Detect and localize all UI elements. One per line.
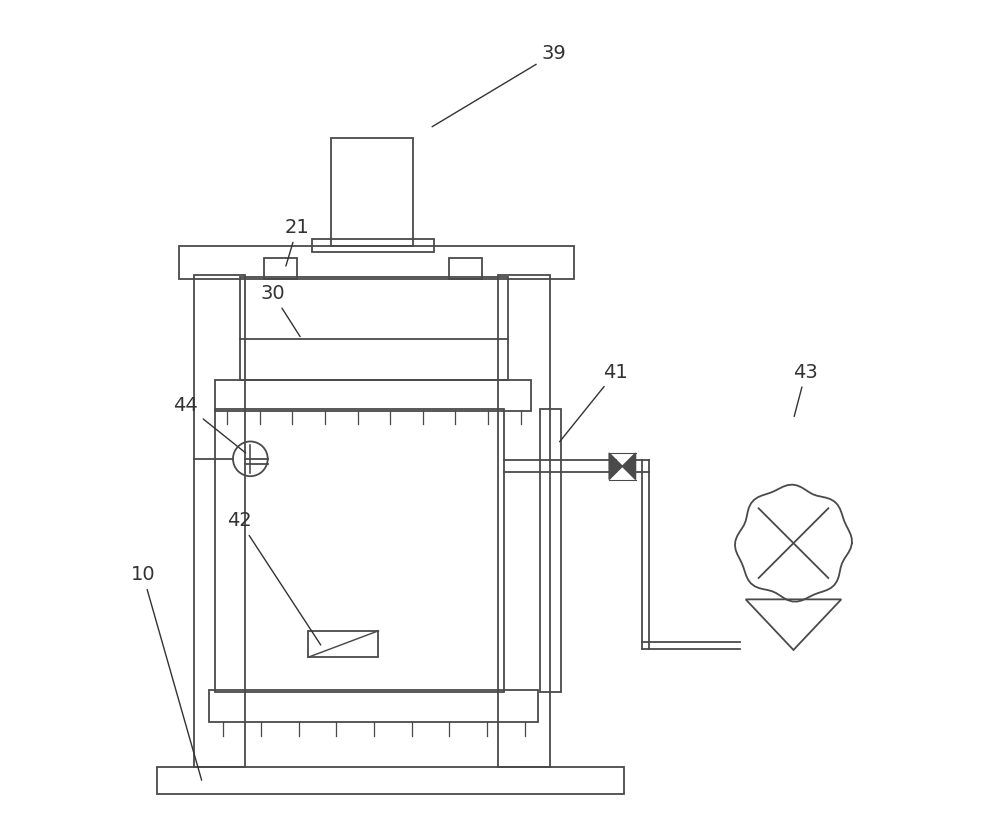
Text: 44: 44 (173, 396, 246, 453)
Bar (209, 691, 538, 721)
Bar (194, 276, 245, 767)
Text: 10: 10 (131, 565, 202, 780)
Bar (157, 767, 624, 793)
Bar (312, 239, 434, 252)
Bar (449, 258, 482, 279)
Text: 42: 42 (227, 511, 321, 645)
Bar (331, 138, 413, 245)
Bar (240, 277, 508, 380)
Bar (215, 380, 531, 411)
Bar (264, 258, 297, 279)
Bar (179, 245, 574, 279)
Bar (215, 409, 504, 692)
Bar (540, 409, 561, 692)
Bar (308, 630, 378, 657)
Polygon shape (609, 453, 622, 479)
Text: 21: 21 (285, 218, 310, 266)
Text: 41: 41 (560, 362, 628, 442)
Text: 39: 39 (432, 44, 566, 127)
Bar (498, 276, 550, 767)
Polygon shape (622, 453, 636, 479)
Text: 30: 30 (260, 284, 300, 337)
Text: 43: 43 (793, 362, 818, 417)
